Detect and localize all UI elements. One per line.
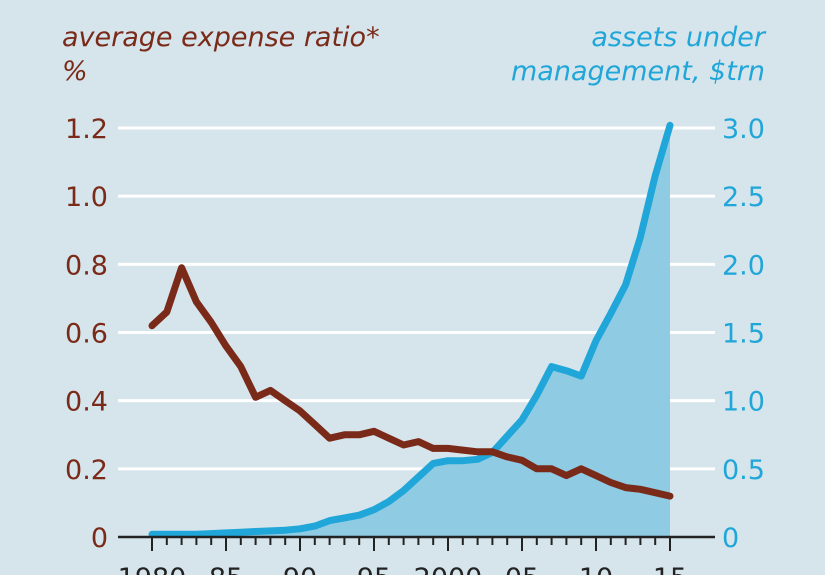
left-tick-label: 0.6 — [65, 319, 108, 350]
right-tick-label: 0 — [722, 523, 739, 554]
x-tick-label: 90 — [283, 563, 317, 575]
x-tick-label: 1980 — [118, 563, 187, 575]
right-tick-label: 2.5 — [722, 182, 765, 213]
x-tick-label: 10 — [579, 563, 613, 575]
left-axis-unit: % — [62, 56, 88, 87]
left-y-axis: 0 0.2 0.4 0.6 0.8 1.0 1.2 — [65, 114, 108, 554]
right-axis-unit: management, $trn — [511, 56, 765, 87]
assets-line — [148, 121, 674, 538]
left-tick-label: 1.2 — [65, 114, 108, 145]
x-tick-label: 95 — [357, 563, 391, 575]
left-tick-label: 0.2 — [65, 455, 108, 486]
left-tick-label: 0 — [91, 523, 108, 554]
x-tick-label: 15 — [653, 563, 687, 575]
right-tick-label: 2.0 — [722, 250, 765, 281]
right-tick-label: 1.5 — [722, 319, 765, 350]
series-layer — [148, 121, 674, 538]
right-tick-label: 3.0 — [722, 114, 765, 145]
right-y-axis: 0 0.5 1.0 1.5 2.0 2.5 3.0 — [722, 114, 765, 554]
right-axis-title: assets under — [591, 22, 767, 53]
x-axis: 1980 85 90 95 2000 05 10 15 — [118, 535, 715, 575]
x-tick-label: 2000 — [414, 563, 483, 575]
left-tick-label: 0.8 — [65, 250, 108, 281]
right-tick-label: 0.5 — [722, 455, 765, 486]
assets-area-fill — [152, 125, 670, 538]
left-axis-title: average expense ratio* — [62, 22, 380, 53]
left-tick-label: 1.0 — [65, 182, 108, 213]
left-tick-label: 0.4 — [65, 387, 108, 418]
expense-ratio-line — [148, 264, 674, 500]
x-tick-label: 85 — [209, 563, 243, 575]
right-tick-label: 1.0 — [722, 387, 765, 418]
x-tick-label: 05 — [505, 563, 539, 575]
